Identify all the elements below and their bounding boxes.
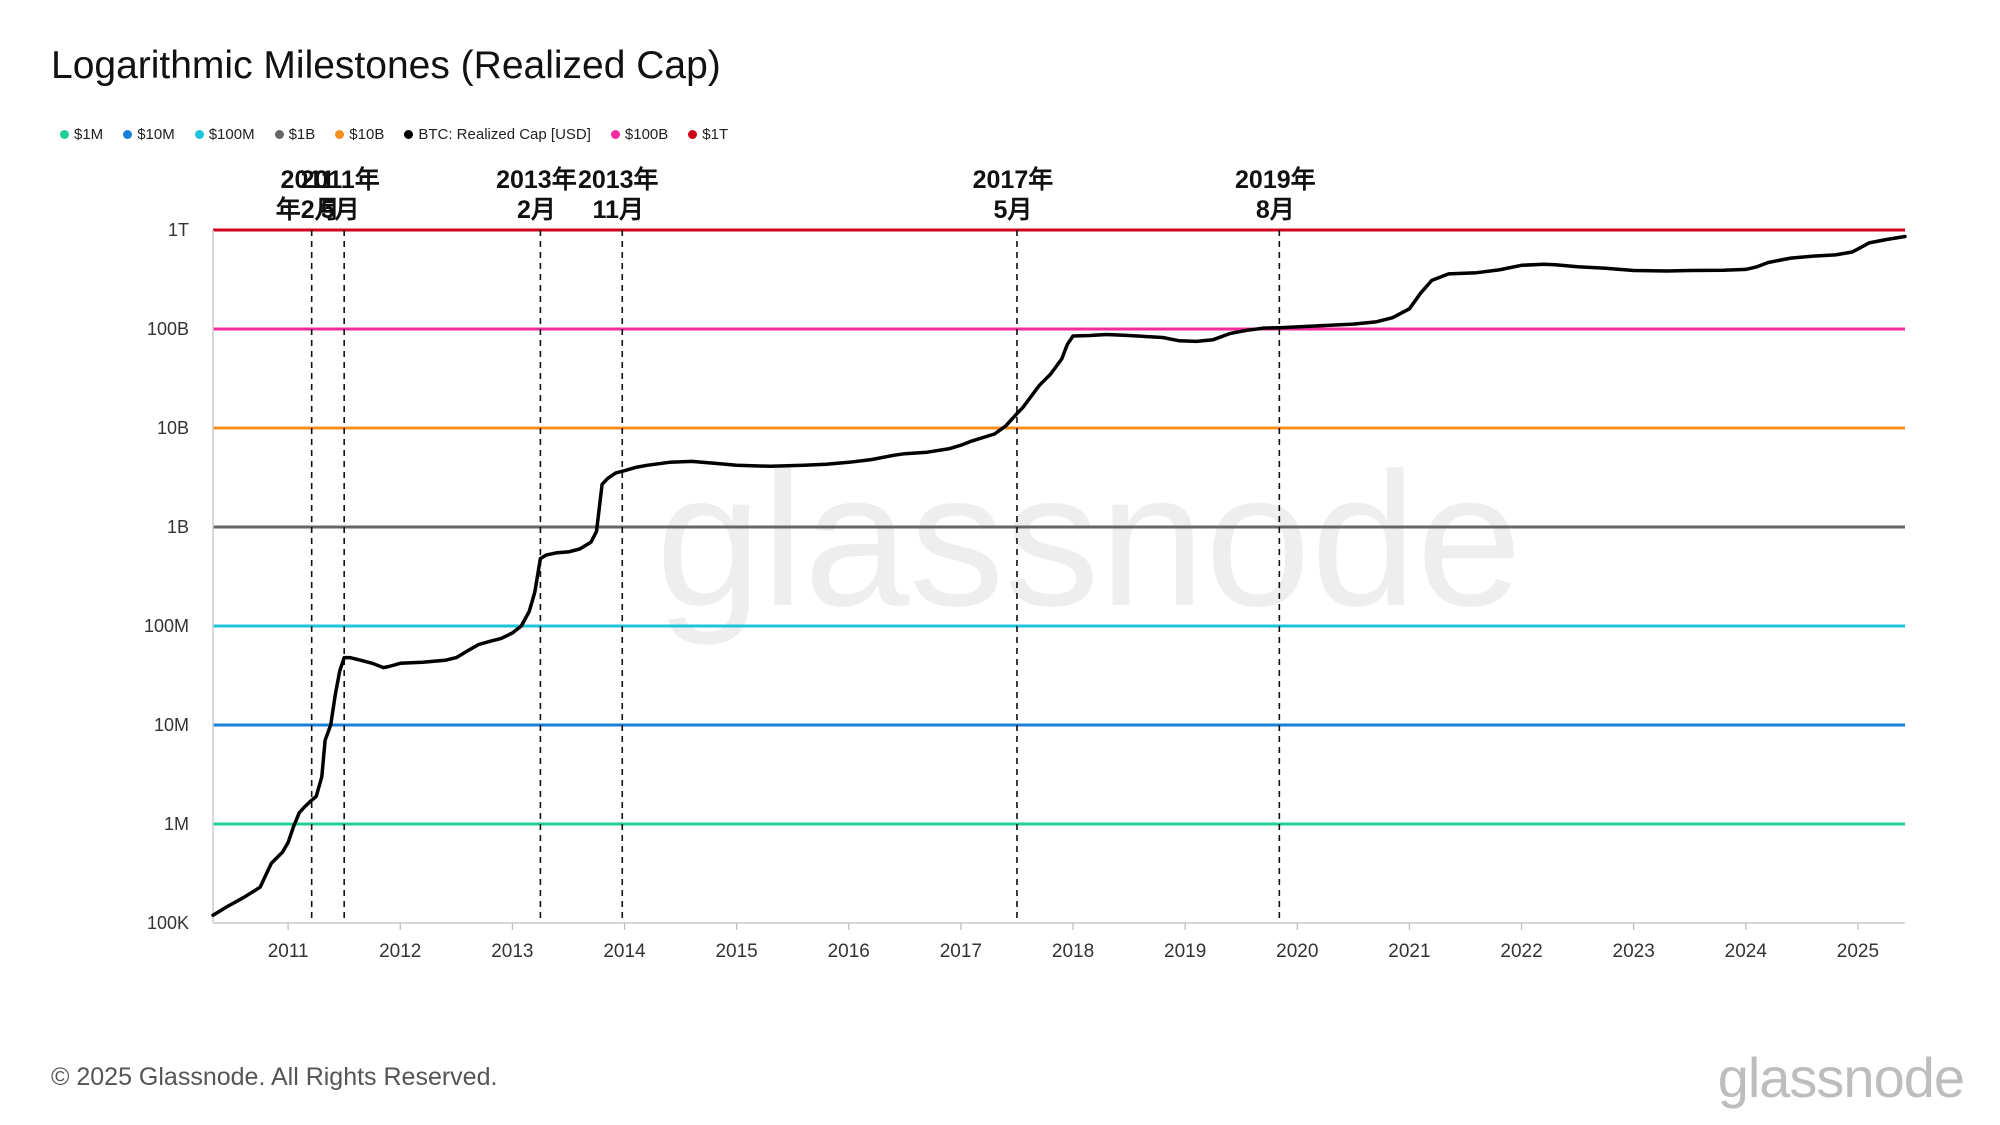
- legend-dot-1t: [688, 130, 698, 139]
- threshold-lines: [213, 228, 1905, 826]
- legend-dot-10m: [123, 130, 133, 139]
- y-tick-label-1m: 1M: [164, 814, 189, 834]
- x-tick-label-2016: 2016: [828, 941, 870, 962]
- chart-watermark: glassnode: [656, 434, 1522, 646]
- milestone-label-5-line2: 5月: [993, 196, 1032, 224]
- milestone-annotations: 2011年2月2011年5月2013年2月2013年11月2017年5月2019…: [276, 165, 1316, 923]
- x-tick-label-2011: 2011: [268, 941, 309, 962]
- glassnode-logo: glassnode: [1717, 1046, 1965, 1109]
- chart-legend: $1M $10M $100M $1B $10B BTC: Realized Ca…: [60, 126, 728, 143]
- axes: 100K 1M 10M 100M 1B 10B 100B 1T 2011 2012 2013 2014…: [144, 220, 1905, 962]
- x-tick-label-2014: 2014: [603, 941, 646, 962]
- y-tick-label-1t: 1T: [168, 220, 189, 240]
- y-tick-label-10m: 10M: [154, 715, 189, 735]
- milestone-label-4-line1: 2013年: [578, 165, 659, 194]
- milestone-label-2-line1: 2011年: [301, 165, 380, 194]
- y-tick-label-1b: 1B: [167, 517, 189, 537]
- x-tick-label-2017: 2017: [940, 941, 982, 962]
- legend-label-100m: $100M: [208, 126, 255, 143]
- legend-item-100b[interactable]: $100B: [610, 126, 669, 143]
- milestone-label-1-line2: 年2月: [276, 195, 340, 224]
- y-tick-label-100k: 100K: [147, 913, 189, 933]
- legend-item-1t[interactable]: $1T: [688, 126, 728, 143]
- legend-dot-realized-cap: [404, 130, 414, 139]
- legend-label-realized-cap: BTC: Realized Cap [USD]: [418, 126, 591, 143]
- copyright-footer: © 2025 Glassnode. All Rights Reserved.: [51, 1063, 498, 1091]
- x-tick-label-2013: 2013: [491, 941, 533, 962]
- legend-dot-10b: [335, 130, 345, 139]
- x-tick-label-2021: 2021: [1388, 941, 1430, 962]
- series-line-btc-realized-cap-usd: [211, 234, 1907, 917]
- y-tick-label-100b: 100B: [147, 319, 189, 339]
- y-tick-label-10b: 10B: [157, 418, 189, 438]
- legend-label-1t: $1T: [702, 126, 729, 143]
- legend-item-100m[interactable]: $100M: [194, 126, 255, 143]
- legend-label-10b: $10B: [349, 126, 385, 143]
- legend-item-10b[interactable]: $10B: [335, 126, 384, 143]
- x-tick-label-2019: 2019: [1164, 941, 1206, 962]
- legend-label-1m: $1M: [74, 126, 104, 143]
- x-tick-label-2015: 2015: [715, 941, 757, 962]
- legend-dot-100m: [194, 130, 204, 139]
- milestone-label-1-line1: 2011: [281, 166, 335, 194]
- x-tick-label-2012: 2012: [379, 941, 421, 962]
- legend-dot-1m: [60, 130, 69, 139]
- milestone-label-5-line1: 2017年: [973, 165, 1054, 194]
- x-tick-label-2022: 2022: [1500, 941, 1542, 962]
- x-tick-label-2024: 2024: [1725, 941, 1768, 962]
- milestone-label-4-line2: 11月: [593, 196, 644, 224]
- milestone-label-3-line2: 2月: [517, 196, 556, 224]
- x-tick-label-2023: 2023: [1613, 941, 1655, 962]
- series-layer: [211, 234, 1907, 917]
- legend-item-realized-cap[interactable]: BTC: Realized Cap [USD]: [404, 126, 591, 143]
- legend-dot-100b: [610, 130, 620, 139]
- y-tick-label-100m: 100M: [144, 616, 189, 636]
- x-tick-label-2020: 2020: [1276, 941, 1318, 962]
- x-tick-label-2018: 2018: [1052, 941, 1094, 962]
- legend-label-100b: $100B: [624, 126, 669, 143]
- milestone-label-6-line2: 8月: [1256, 196, 1295, 224]
- milestone-label-2-line2: 5月: [321, 196, 360, 224]
- legend-dot-1b: [274, 130, 284, 139]
- plot-watermark-text: glassnode: [656, 434, 1522, 646]
- legend-label-10m: $10M: [137, 126, 175, 143]
- chart-title: Logarithmic Milestones (Realized Cap): [51, 44, 721, 87]
- milestone-label-3-line1: 2013年: [496, 165, 577, 194]
- legend-item-1b[interactable]: $1B: [274, 126, 316, 143]
- legend-label-1b: $1B: [288, 126, 316, 143]
- x-tick-label-2025: 2025: [1837, 941, 1879, 962]
- milestone-label-6-line1: 2019年: [1235, 165, 1316, 194]
- legend-item-1m[interactable]: $1M: [60, 126, 103, 143]
- legend-item-10m[interactable]: $10M: [123, 126, 175, 143]
